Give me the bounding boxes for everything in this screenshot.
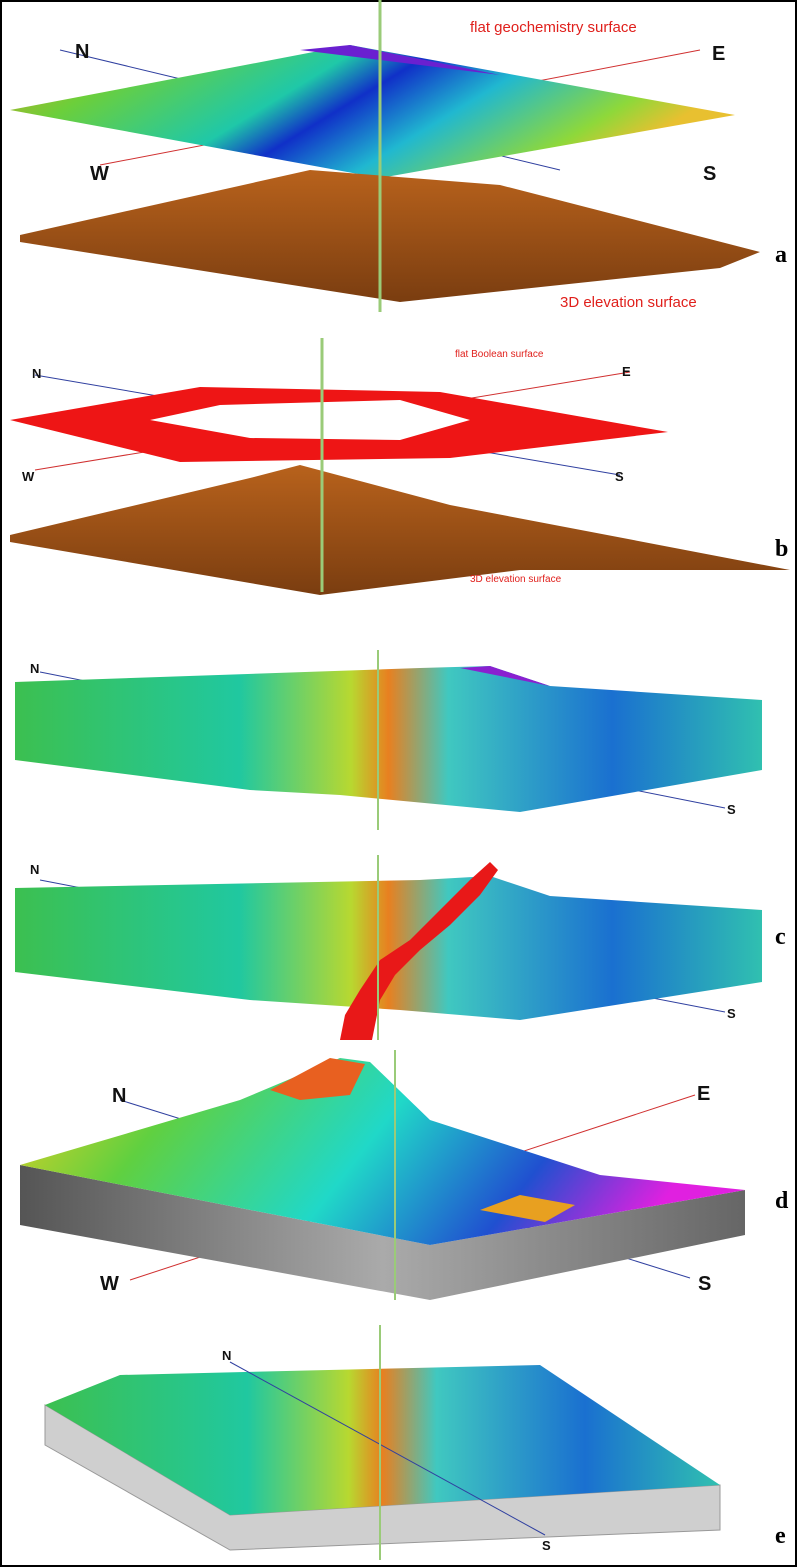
- direction: S: [542, 1538, 551, 1553]
- annotation: flat Boolean surface: [455, 349, 544, 360]
- direction: E: [622, 364, 631, 379]
- direction: W: [100, 1273, 119, 1295]
- direction: S: [727, 1006, 736, 1021]
- panel-label: b: [775, 536, 788, 562]
- direction: S: [698, 1273, 711, 1295]
- direction: E: [697, 1083, 710, 1105]
- direction: N: [222, 1348, 231, 1363]
- annotation: 3D elevation surface: [470, 574, 562, 585]
- direction: W: [90, 163, 109, 185]
- direction: S: [727, 802, 736, 817]
- panel-label: d: [775, 1188, 789, 1214]
- panel-label: c: [775, 924, 786, 950]
- panel-label: e: [775, 1523, 786, 1549]
- direction: S: [703, 163, 716, 185]
- direction: N: [32, 366, 41, 381]
- figure: N E W S flat geochemistry surface 3D ele…: [0, 0, 797, 1567]
- direction: N: [75, 41, 89, 63]
- direction: W: [22, 469, 35, 484]
- direction: E: [712, 43, 725, 65]
- direction: N: [112, 1085, 126, 1107]
- annotation: 3D elevation surface: [560, 294, 697, 311]
- panel-label: a: [775, 242, 787, 268]
- annotation: flat geochemistry surface: [470, 19, 637, 36]
- direction: N: [30, 862, 39, 877]
- direction: N: [30, 661, 39, 676]
- direction: S: [615, 469, 624, 484]
